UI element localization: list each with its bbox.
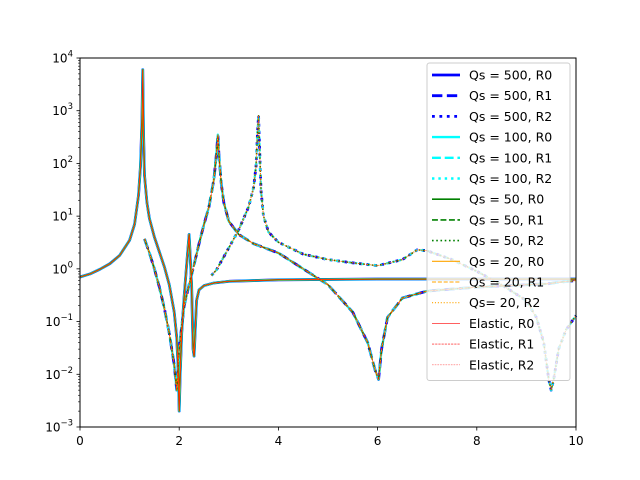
x-axis: 0 2 4 6 8 10 [76,427,584,448]
legend-label: Qs = 500, R2 [469,109,552,124]
legend-label: Elastic, R1 [469,337,534,352]
legend-label: Elastic, R0 [469,316,534,331]
y-tick-label: 10−3 [45,419,73,435]
x-tick-label: 10 [568,434,583,448]
y-tick-label: 10−2 [45,366,73,382]
x-tick-label: 6 [374,434,382,448]
legend-label: Qs = 100, R0 [469,130,552,145]
legend-label: Qs = 50, R0 [469,192,544,207]
legend-label: Qs = 50, R1 [469,212,544,227]
y-tick-label: 100 [52,260,73,276]
x-tick-label: 2 [175,434,183,448]
y-tick-label: 104 [52,50,73,66]
y-axis: 10−3 10−2 10−1 100 101 102 103 104 [45,50,80,435]
legend-label: Qs = 100, R1 [469,150,552,165]
x-tick-label: 0 [76,434,84,448]
legend-label: Qs = 100, R2 [469,171,552,186]
y-tick-label: 103 [52,102,73,118]
y-tick-label: 10−1 [45,313,73,329]
legend-label: Qs = 50, R2 [469,233,544,248]
legend-label: Qs= 20, R2 [469,295,540,310]
legend-label: Qs = 20, R0 [469,254,544,269]
legend-label: Qs = 500, R0 [469,68,552,83]
x-tick-label: 8 [473,434,481,448]
series-line-14 [144,134,577,391]
legend-label: Qs = 500, R1 [469,88,552,103]
y-tick-label: 102 [52,155,73,171]
legend-box [426,62,571,381]
legend: Qs = 500, R0 Qs = 500, R1 Qs = 500, R2 Qs =… [426,62,571,381]
x-tick-label: 4 [275,434,283,448]
y-tick-label: 101 [52,208,73,224]
axes-frame [79,57,577,428]
series-line-13 [79,69,576,412]
legend-label: Elastic, R2 [469,357,534,372]
legend-label: Qs = 20, R1 [469,275,544,290]
